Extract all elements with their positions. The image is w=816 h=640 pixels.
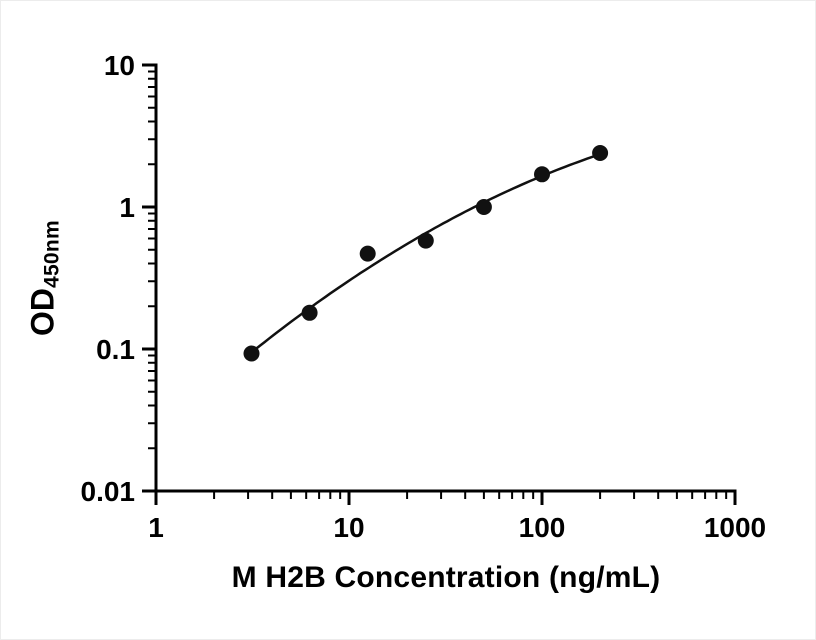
y-axis-title-main: OD bbox=[24, 288, 61, 337]
data-point bbox=[475, 199, 492, 215]
axes bbox=[154, 63, 737, 493]
x-tick-label: 1 bbox=[148, 512, 164, 543]
data-point bbox=[534, 166, 550, 183]
x-tick-label: 10 bbox=[333, 512, 364, 543]
data-point bbox=[592, 145, 609, 161]
data-point bbox=[359, 245, 376, 262]
y-tick-label: 10 bbox=[104, 50, 135, 81]
data-point bbox=[417, 232, 434, 249]
data-points bbox=[243, 145, 609, 362]
y-axis-title-subscript: 450nm bbox=[40, 219, 64, 289]
y-tick-label: 0.1 bbox=[96, 334, 135, 365]
fit-curve bbox=[250, 153, 601, 354]
y-axis-title: OD450nm bbox=[24, 219, 64, 337]
data-point bbox=[301, 304, 318, 321]
x-axis-title: M H2B Concentration (ng/mL) bbox=[231, 561, 661, 594]
x-tick-label: 1000 bbox=[704, 512, 766, 543]
x-tick-label: 100 bbox=[519, 512, 566, 543]
data-point bbox=[243, 345, 260, 362]
y-tick-label: 1 bbox=[119, 192, 135, 223]
major-ticks bbox=[142, 63, 737, 505]
tick-labels: 1 10 100 1000 0.01 0.1 1 10 bbox=[81, 50, 767, 543]
minor-ticks bbox=[148, 70, 728, 499]
y-tick-label: 0.01 bbox=[81, 476, 136, 507]
